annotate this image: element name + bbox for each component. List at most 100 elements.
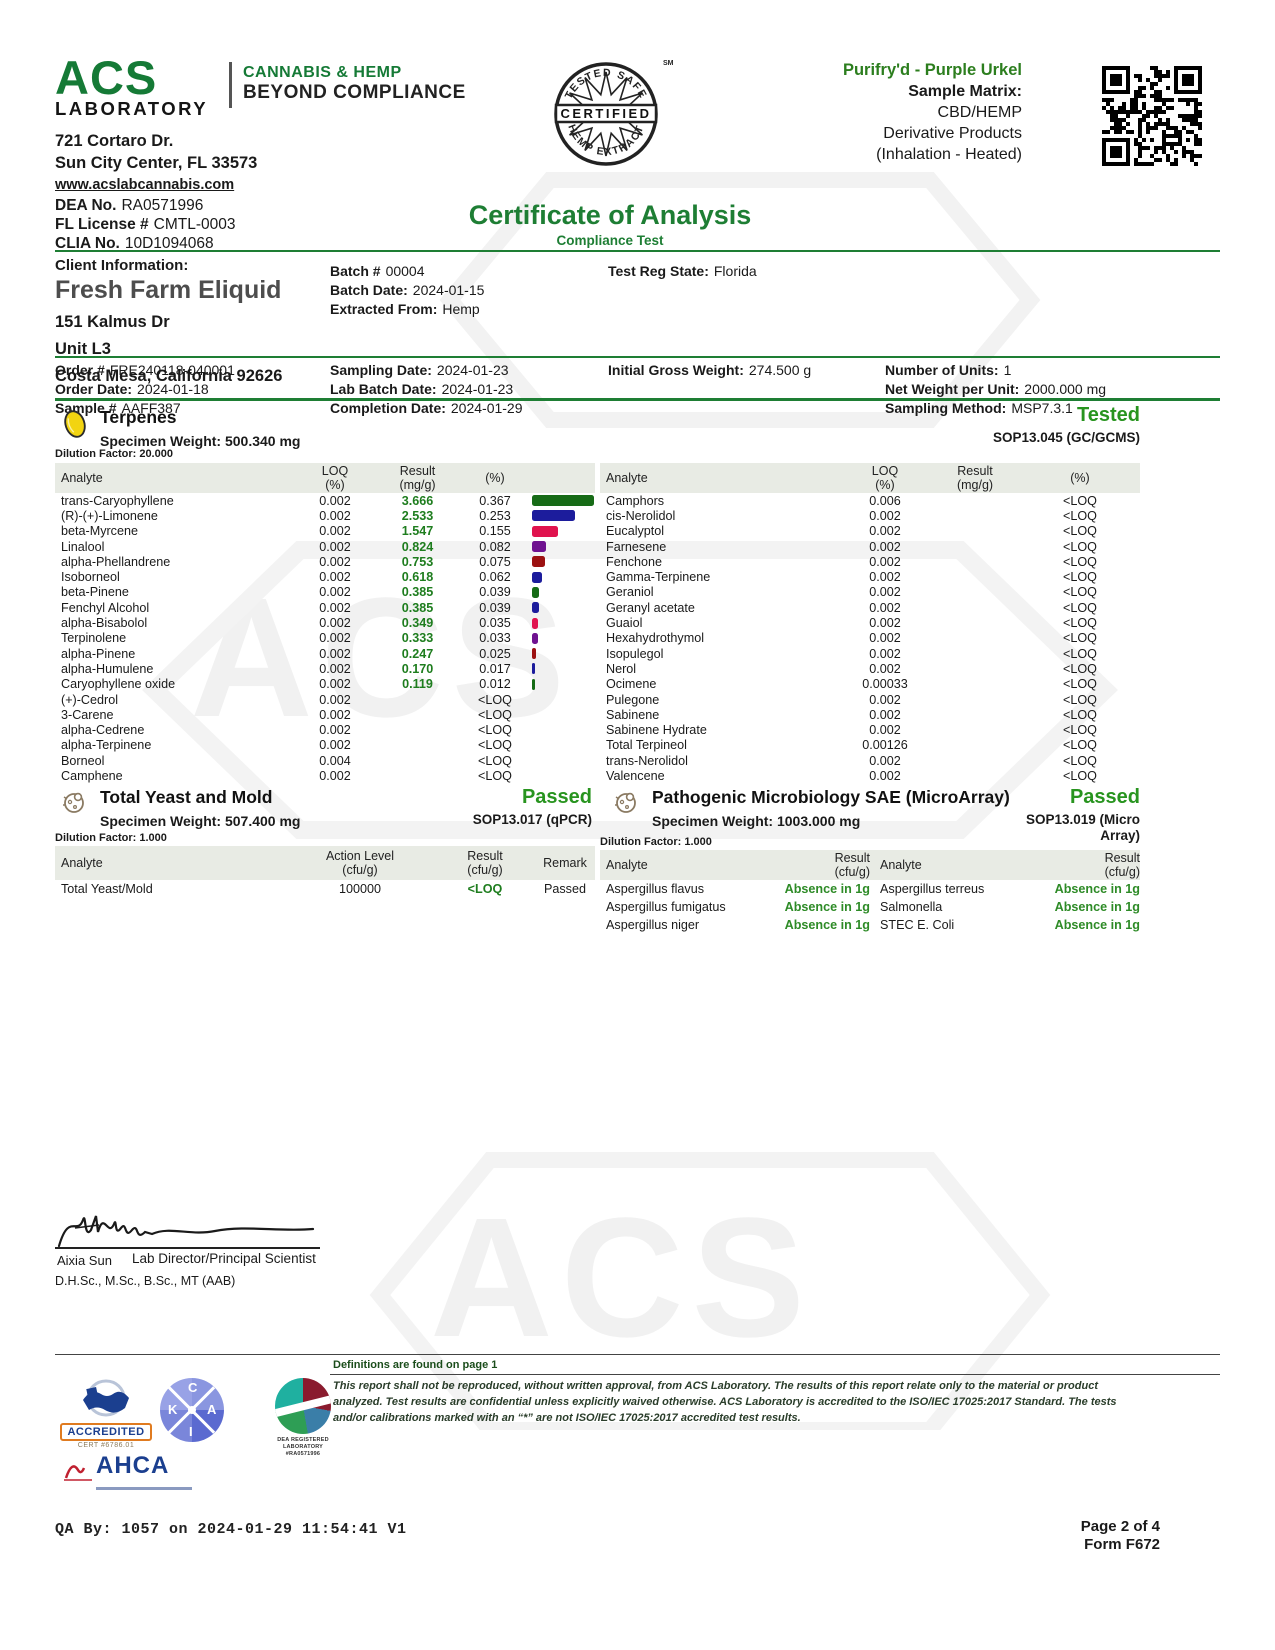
product-name: Purifry'd - Purple Urkel: [842, 61, 1022, 79]
terpene-row: Linalool 0.002 0.824 0.082: [55, 539, 595, 554]
sample-value: AAFF387: [121, 400, 181, 416]
state-value: Florida: [713, 263, 757, 279]
terpenes-specimen-weight: Specimen Weight: 500.340 mg: [100, 433, 301, 449]
terpene-table-header: Analyte LOQ (%) Result (mg/g) (%): [55, 463, 595, 493]
dea-caption-line2: #RA0571996: [285, 1451, 321, 1457]
batch-date-label: Batch Date:: [330, 282, 408, 298]
loq-value: 0.002: [869, 600, 901, 615]
analyte-name: Fenchone: [606, 554, 663, 569]
col-loq: LOQ (%): [871, 463, 899, 492]
result-value: Absence in 1g: [1054, 918, 1140, 932]
terpene-table-body: Camphors 0.006 <LOQ cis-Nerolidol 0.002 <LOQ E…: [600, 493, 1140, 784]
order-label: Order #: [55, 362, 105, 378]
terpene-row: Sabinene Hydrate 0.002 <LOQ: [600, 722, 1140, 737]
order-date-label: Order Date:: [55, 381, 133, 397]
percent-value: <LOQ: [478, 768, 512, 783]
loq-value: 0.002: [319, 570, 351, 585]
micro-row: Aspergillus fumigatus Absence in 1g Salmon…: [600, 898, 1140, 916]
percent-value: <LOQ: [478, 707, 512, 722]
terpene-row: beta-Myrcene 0.002 1.547 0.155: [55, 524, 595, 539]
logo-tagline-1: CANNABIS & HEMP: [243, 64, 402, 81]
yeast-mold-row: Total Yeast/Mold 100000 <LOQ Passed: [55, 880, 595, 898]
result-value: 0.333: [401, 631, 434, 646]
analyte-name: Terpinolene: [61, 631, 127, 646]
percent-value: <LOQ: [1063, 570, 1097, 585]
loq-value: 0.002: [869, 661, 901, 676]
result-value: 0.618: [401, 570, 434, 585]
terpene-row: Valencene 0.002 <LOQ: [600, 768, 1140, 783]
micro-title: Pathogenic Microbiology SAE (MicroArray): [652, 787, 1010, 807]
loq-value: 0.002: [869, 508, 901, 523]
loq-value: 0.002: [869, 554, 901, 569]
definitions-note: Definitions are found on page 1: [333, 1359, 498, 1371]
analyte-name: Nerol: [606, 661, 637, 676]
col-action-level: Action Level (cfu/g): [325, 848, 395, 877]
percent-value: <LOQ: [1063, 585, 1097, 600]
percent-value: <LOQ: [1063, 661, 1097, 676]
micro-method: SOP13.019 (Micro Array): [1025, 812, 1140, 843]
col-analyte: Analyte: [61, 471, 103, 485]
analyte-name: Pulegone: [606, 692, 660, 707]
bar-cell: [530, 663, 595, 675]
terpenes-status-block: Tested SOP13.045 (GC/GCMS): [775, 404, 1140, 446]
yeast-mold-table: Analyte Action Level (cfu/g) Result (cfu…: [55, 846, 595, 898]
analyte-name: Geranyl acetate: [606, 600, 695, 615]
analyte-name: cis-Nerolidol: [606, 508, 676, 523]
loq-value: 0.002: [319, 768, 351, 783]
terpene-row: (R)-(+)-Limonene 0.002 2.533 0.253: [55, 508, 595, 523]
percent-value: <LOQ: [1063, 768, 1097, 783]
analyte-name: Borneol: [61, 753, 105, 768]
lab-website-link[interactable]: www.acslabcannabis.com: [55, 177, 235, 193]
yeast-mold-header: Total Yeast and Mold Specimen Weight: 50…: [100, 787, 300, 829]
loq-value: 0.002: [869, 524, 901, 539]
col-analyte: Analyte: [606, 471, 648, 485]
loq-value: 0.002: [869, 539, 901, 554]
yeast-mold-status: Passed: [521, 786, 592, 808]
percent-value: 0.155: [479, 524, 511, 539]
col-percent: (%): [1070, 470, 1090, 485]
analyte-name: STEC E. Coli: [880, 918, 955, 932]
lab-address-line1: 721 Cortaro Dr.: [55, 132, 174, 150]
percent-value: 0.039: [479, 585, 511, 600]
bar-cell: [530, 586, 595, 598]
percent-value: <LOQ: [1063, 524, 1097, 539]
loq-value: 0.00033: [862, 677, 908, 692]
disclaimer-text: This report shall not be reproduced, wit…: [333, 1380, 1117, 1424]
bar-cell: [530, 571, 595, 583]
result-bar: [532, 678, 535, 690]
terpene-row: alpha-Cedrene 0.002 <LOQ: [55, 722, 595, 737]
lab-batch-date-value: 2024-01-23: [441, 381, 514, 397]
bar-cell: [530, 602, 595, 614]
loq-value: 0.002: [319, 508, 351, 523]
loq-value: 0.002: [869, 768, 901, 783]
percent-value: <LOQ: [1063, 631, 1097, 646]
analyte-name: trans-Caryophyllene: [61, 493, 174, 508]
analyte-name: Aspergillus flavus: [606, 882, 704, 896]
result-value: <LOQ: [467, 882, 503, 896]
a2la-accredited-label: ACCREDITED: [60, 1423, 152, 1441]
gross-weight-value: 274.500 g: [748, 362, 812, 378]
fl-license-value: CMTL-0003: [153, 216, 236, 233]
batch-info: Batch #00004 Batch Date: 2024-01-15 Extra…: [330, 262, 484, 319]
acs-logo-laboratory: LABORATORY: [55, 98, 209, 119]
dea-label: DEA No.: [55, 197, 117, 214]
yeast-mold-table-header: Analyte Action Level (cfu/g) Result (cfu…: [55, 846, 595, 880]
extracted-from-label: Extracted From:: [330, 301, 438, 317]
terpene-row: Hexahydrothymol 0.002 <LOQ: [600, 631, 1140, 646]
units-label: Number of Units:: [885, 362, 999, 378]
signature-image: [55, 1198, 325, 1255]
analyte-name: Aspergillus niger: [606, 918, 700, 932]
page-number: Page 2 of 4: [1080, 1518, 1160, 1535]
terpene-row: Isopulegol 0.002 <LOQ: [600, 646, 1140, 661]
loq-value: 0.002: [319, 554, 351, 569]
weight-info: Initial Gross Weight: 274.500 g: [608, 361, 811, 380]
percent-value: <LOQ: [1063, 600, 1097, 615]
result-value: Absence in 1g: [784, 882, 870, 896]
result-bar: [532, 495, 594, 507]
analyte-name: Total Terpineol: [606, 738, 687, 753]
terpene-table-right: Analyte LOQ (%) Result (mg/g) (%) Campho…: [600, 463, 1140, 784]
terpene-row: Eucalyptol 0.002 <LOQ: [600, 524, 1140, 539]
col-analyte: Analyte: [61, 856, 103, 870]
loq-value: 0.006: [869, 493, 901, 508]
terpenes-dilution-factor: Dilution Factor: 20.000: [55, 448, 173, 460]
